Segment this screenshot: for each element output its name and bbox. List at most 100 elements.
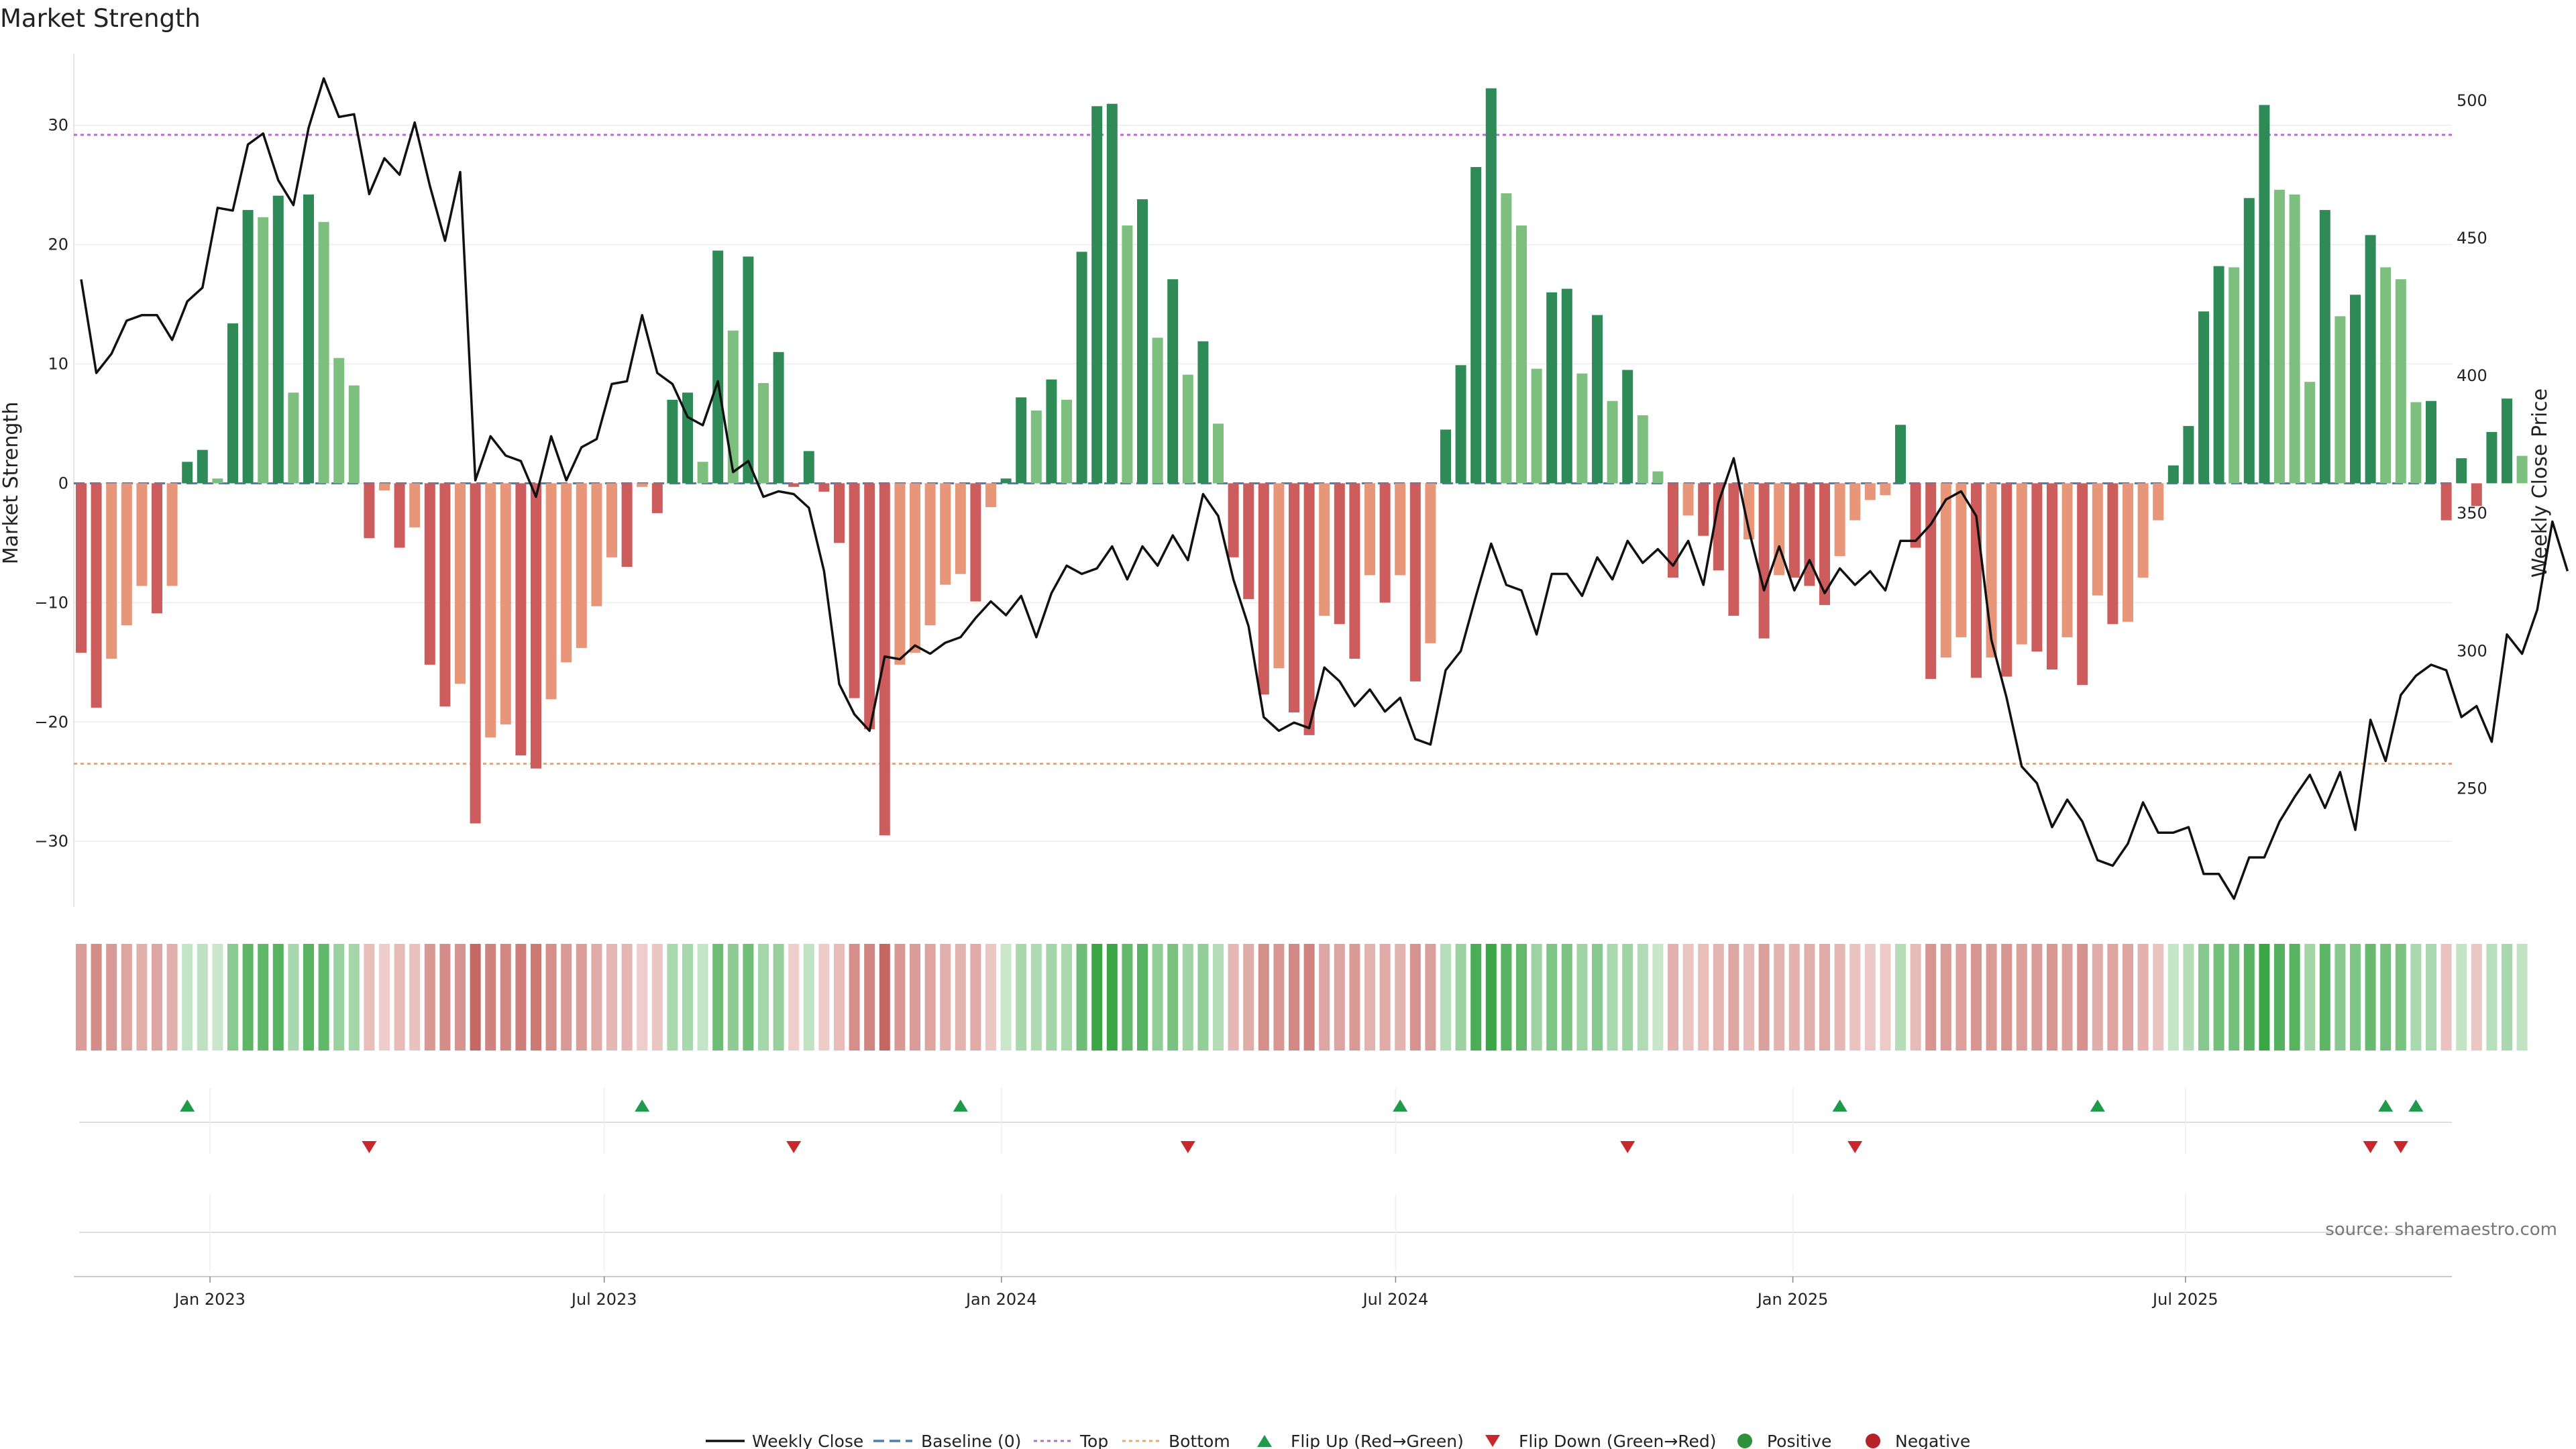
- strength-bars: [76, 88, 2528, 836]
- strength-bar: [682, 392, 693, 484]
- strength-bar: [1409, 483, 1421, 682]
- heatmap-cell: [910, 944, 920, 1051]
- heatmap-cell: [576, 944, 587, 1051]
- strength-bar: [2471, 483, 2482, 506]
- heatmap-cell: [1046, 944, 1057, 1051]
- strength-bar: [1910, 483, 1921, 548]
- legend-label: Flip Up (Red→Green): [1291, 1432, 1464, 1449]
- heatmap-cell: [1425, 944, 1436, 1051]
- strength-bar: [1289, 483, 1299, 713]
- strength-bar: [1061, 399, 1072, 484]
- heatmap-cell: [743, 944, 754, 1051]
- y-tick-label: 0: [58, 474, 68, 492]
- strength-bar: [348, 385, 360, 484]
- heatmap-cell: [439, 944, 451, 1051]
- strength-bar: [272, 195, 284, 484]
- flip-down-marker: [1620, 1141, 1635, 1153]
- heatmap-cell: [2395, 944, 2406, 1051]
- heatmap-cell: [348, 944, 360, 1051]
- heatmap-cell: [1091, 944, 1103, 1051]
- strength-bar: [182, 462, 193, 484]
- heatmap-cell: [197, 944, 208, 1051]
- strength-bar: [515, 483, 527, 756]
- strength-bar: [1955, 483, 1967, 637]
- heatmap-cell: [1592, 944, 1603, 1051]
- legend-label: Weekly Close: [752, 1432, 863, 1449]
- legend-negative-swatch: [1866, 1434, 1880, 1448]
- y-tick-label: 20: [48, 235, 68, 254]
- heatmap-cell: [727, 944, 739, 1051]
- heatmap-cell: [1925, 944, 1937, 1051]
- heatmap-cell: [591, 944, 602, 1051]
- strength-bar: [940, 483, 951, 585]
- heatmap-cell: [1122, 944, 1133, 1051]
- strength-bar: [2410, 402, 2422, 484]
- heatmap-cell: [1607, 944, 1618, 1051]
- strength-bar: [1774, 483, 1785, 576]
- heatmap-cell: [1000, 944, 1012, 1051]
- heatmap-cell: [2410, 944, 2422, 1051]
- strength-bar: [500, 483, 511, 724]
- strength-bar: [621, 483, 633, 567]
- heatmap-cell: [1258, 944, 1269, 1051]
- heatmap-cell: [242, 944, 254, 1051]
- strength-bar: [1561, 288, 1572, 484]
- strength-bar: [1000, 478, 1012, 484]
- heatmap-cell: [1774, 944, 1785, 1051]
- legend-label: Bottom: [1169, 1432, 1230, 1449]
- heatmap-cell: [1652, 944, 1664, 1051]
- heatmap-cell: [394, 944, 405, 1051]
- strength-bar: [2061, 483, 2073, 637]
- strength-bar: [1213, 423, 1224, 484]
- heatmap-cell: [667, 944, 678, 1051]
- heatmap-cell: [1955, 944, 1967, 1051]
- strength-bar: [2365, 235, 2376, 484]
- heatmap-cell: [2365, 944, 2376, 1051]
- heatmap-cell: [2001, 944, 2012, 1051]
- strength-bar: [303, 194, 314, 484]
- strength-bar: [152, 483, 162, 614]
- heatmap-cell: [2289, 944, 2300, 1051]
- strength-bar: [1425, 483, 1436, 643]
- strength-bar: [2289, 194, 2300, 484]
- heatmap-cell: [106, 944, 117, 1051]
- heatmap-cell: [1788, 944, 1800, 1051]
- strength-bar: [788, 483, 800, 487]
- strength-bar: [894, 483, 906, 665]
- strength-bar: [394, 483, 405, 548]
- weekly-close-line: [80, 77, 2569, 900]
- flip-up-marker: [953, 1099, 968, 1112]
- strength-bar: [333, 358, 345, 484]
- heatmap-cell: [621, 944, 633, 1051]
- strength-bar: [409, 483, 421, 528]
- heatmap-cell: [1076, 944, 1087, 1051]
- strength-bar: [1228, 483, 1239, 557]
- heatmap-cell: [1379, 944, 1391, 1051]
- strength-bar: [1379, 483, 1391, 603]
- strength-bar: [1440, 429, 1451, 484]
- heatmap-cell: [1561, 944, 1572, 1051]
- strength-bar: [2516, 455, 2528, 484]
- strength-bar: [212, 478, 223, 484]
- strength-bar: [470, 483, 481, 824]
- heatmap-cell: [1576, 944, 1588, 1051]
- strength-bar: [2031, 483, 2043, 652]
- strength-bar: [1668, 483, 1678, 578]
- heatmap-cell: [1030, 944, 1042, 1051]
- y-axis-ticks: −30 −20 −10 0 10 20 30 250 300 350 400 450 500: [34, 91, 2487, 851]
- heatmap-cell: [531, 944, 541, 1051]
- strength-bar: [2001, 483, 2012, 677]
- heatmap-cell: [2183, 944, 2194, 1051]
- heatmap-cell: [1137, 944, 1148, 1051]
- heatmap-cell: [166, 944, 178, 1051]
- strength-bar: [1895, 425, 1906, 484]
- strength-bar: [2167, 465, 2179, 484]
- heatmap-cell: [1728, 944, 1739, 1051]
- heatmap-cell: [788, 944, 800, 1051]
- flip-down-marker: [1847, 1141, 1863, 1153]
- heatmap-cell: [500, 944, 511, 1051]
- heatmap-cell: [1455, 944, 1466, 1051]
- heatmap-cell: [2304, 944, 2316, 1051]
- heatmap-cell: [1698, 944, 1709, 1051]
- legend-label: Positive: [1767, 1432, 1831, 1449]
